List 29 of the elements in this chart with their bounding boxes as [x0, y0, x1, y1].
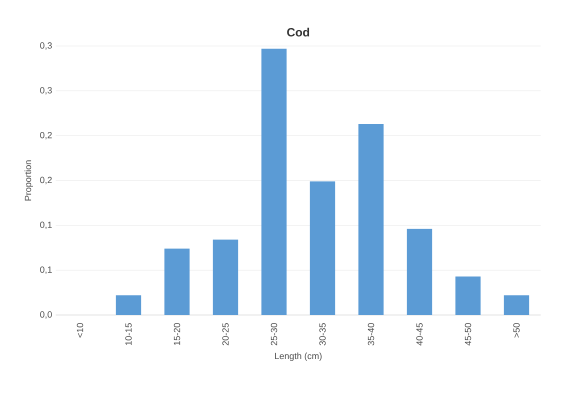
bar — [455, 276, 481, 315]
bar — [116, 295, 142, 315]
x-tick-label: 30-35 — [319, 323, 326, 346]
bar — [261, 48, 287, 315]
y-tick-label: 0,1 — [40, 266, 52, 274]
bar — [164, 248, 190, 315]
y-axis-title: Proportion — [24, 160, 33, 200]
x-tick-label: 35-40 — [368, 323, 374, 346]
y-tick-label: 0,2 — [40, 176, 52, 184]
bar — [358, 124, 384, 315]
x-tick-label: 45-50 — [464, 323, 472, 346]
x-tick-label: 40-45 — [416, 323, 423, 346]
x-tick-label: 15-20 — [174, 323, 180, 346]
y-tick-label: 0,2 — [40, 132, 52, 140]
bar — [212, 240, 238, 315]
x-tick-label: 25-30 — [270, 323, 278, 346]
y-tick-label: 0,3 — [40, 87, 52, 95]
x-axis-title: Length (cm) — [275, 352, 322, 361]
y-tick-label: 0,0 — [40, 311, 52, 319]
x-tick-label: <10 — [76, 323, 84, 338]
x-tick-label: 10-15 — [125, 323, 132, 346]
bar — [406, 228, 432, 315]
y-tick-label: 0,1 — [40, 222, 52, 230]
chart-title: Cod — [287, 28, 310, 36]
bar — [504, 295, 530, 315]
x-tick-label: >50 — [513, 323, 520, 338]
y-tick-label: 0,3 — [40, 42, 52, 50]
bar — [310, 181, 336, 315]
x-tick-label: 20-25 — [222, 323, 229, 346]
